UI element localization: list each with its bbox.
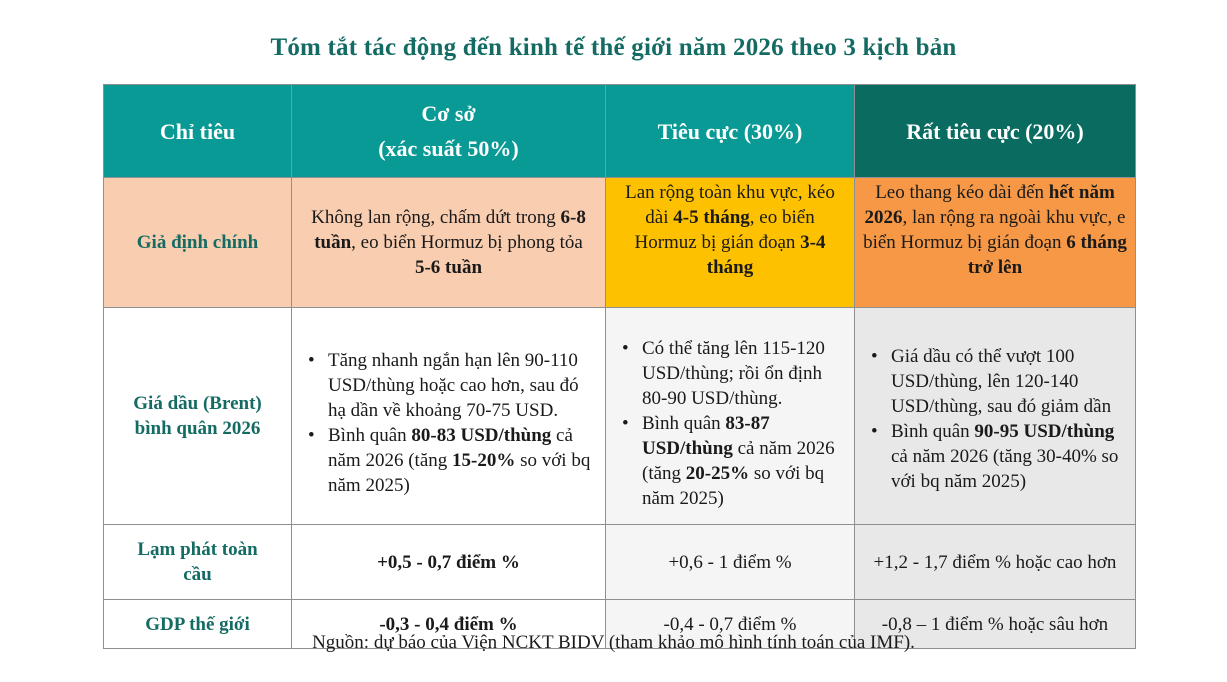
scenario-table: Chỉ tiêu Cơ sở (xác suất 50%) Tiêu cực (… bbox=[103, 84, 1136, 649]
table-header-row: Chỉ tiêu Cơ sở (xác suất 50%) Tiêu cực (… bbox=[103, 84, 1136, 178]
source-note: Nguồn: dự báo của Viện NCKT BIDV (tham k… bbox=[312, 632, 915, 653]
cell-inflation-base: +0,5 - 0,7 điểm % bbox=[291, 524, 606, 600]
table-row-gdp: GDP thế giới -0,3 - 0,4 điểm % -0,4 - 0,… bbox=[103, 599, 1136, 649]
page-title: Tóm tắt tác động đến kinh tế thế giới nă… bbox=[270, 34, 957, 61]
list-item: Giá dầu có thể vượt 100 USD/thùng, lên 1… bbox=[871, 344, 1129, 419]
list-item: Bình quân 90-95 USD/thùng cả năm 2026 (t… bbox=[871, 419, 1129, 494]
cell-inflation-very-negative: +1,2 - 1,7 điểm % hoặc cao hơn bbox=[854, 524, 1136, 600]
list-item: Có thể tăng lên 115-120 USD/thùng; rồi ổ… bbox=[622, 336, 848, 411]
table-row-assumption: Giả định chính Không lan rộng, chấm dứt … bbox=[103, 177, 1136, 308]
header-base-line2: (xác suất 50%) bbox=[378, 136, 519, 161]
header-negative-scenario: Tiêu cực (30%) bbox=[605, 84, 855, 178]
cell-inflation-negative: +0,6 - 1 điểm % bbox=[605, 524, 855, 600]
header-base-line1: Cơ sở bbox=[421, 101, 476, 126]
cell-gdp-negative: -0,4 - 0,7 điểm % bbox=[605, 599, 855, 649]
cell-oil-negative: Có thể tăng lên 115-120 USD/thùng; rồi ổ… bbox=[605, 307, 855, 525]
table-row-inflation: Lạm phát toàn cầu +0,5 - 0,7 điểm % +0,6… bbox=[103, 524, 1136, 600]
header-very-negative-scenario: Rất tiêu cực (20%) bbox=[854, 84, 1136, 178]
row-label-oil-price: Giá dầu (Brent) bình quân 2026 bbox=[103, 307, 292, 525]
table-row-oil-price: Giá dầu (Brent) bình quân 2026 Tăng nhan… bbox=[103, 307, 1136, 525]
header-indicator: Chỉ tiêu bbox=[103, 84, 292, 178]
list-item: Bình quân 80-83 USD/thùng cả năm 2026 (t… bbox=[308, 423, 599, 498]
cell-assumption-very-negative: Leo thang kéo dài đến hết năm 2026, lan … bbox=[854, 177, 1136, 308]
list-item: Bình quân 83-87 USD/thùng cả năm 2026 (t… bbox=[622, 411, 848, 511]
header-base-scenario: Cơ sở (xác suất 50%) bbox=[291, 84, 606, 178]
cell-gdp-very-negative: -0,8 – 1 điểm % hoặc sâu hơn bbox=[854, 599, 1136, 649]
row-label-inflation: Lạm phát toàn cầu bbox=[103, 524, 292, 600]
cell-oil-very-negative: Giá dầu có thể vượt 100 USD/thùng, lên 1… bbox=[854, 307, 1136, 525]
row-label-assumption: Giả định chính bbox=[103, 177, 292, 308]
row-label-gdp: GDP thế giới bbox=[103, 599, 292, 649]
list-item: Tăng nhanh ngắn hạn lên 90-110 USD/thùng… bbox=[308, 348, 599, 423]
cell-oil-base: Tăng nhanh ngắn hạn lên 90-110 USD/thùng… bbox=[291, 307, 606, 525]
cell-assumption-base: Không lan rộng, chấm dứt trong 6-8 tuần,… bbox=[291, 177, 606, 308]
cell-assumption-negative: Lan rộng toàn khu vực, kéo dài 4-5 tháng… bbox=[605, 177, 855, 308]
